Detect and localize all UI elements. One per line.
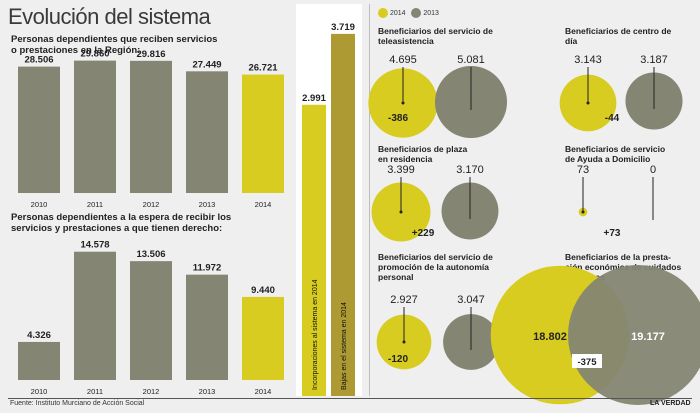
panel-title-line: Beneficiarios de la presta- [565,252,671,262]
x-tick-label: 2011 [87,387,103,396]
chart1-title-line: o prestaciones en la Región: [11,45,141,56]
panel-title-line: Beneficiarios del servicio de [378,252,493,262]
x-tick-label: 2013 [199,387,216,396]
bubble-2014-label: 2.927 [390,294,418,306]
bubble-2014-label: 18.802 [533,331,567,343]
diff-label: -375 [577,357,597,368]
panel-residencia-title: Beneficiarios de plaza en residencia [378,144,467,164]
panel-autonomia-title: Beneficiarios del servicio de promoción … [378,252,493,282]
legend-2014-label: 2014 [389,9,406,17]
panel-title-line: en residencia [378,154,433,164]
legend-2014-swatch [378,8,388,18]
diff-label: +73 [604,228,621,239]
bar-caption: Incorporaciones al sistema en 2014 [312,279,319,390]
bubble-2013-label: 3.187 [640,54,668,66]
altas-bajas-chart: 2.991 Incorporaciones al sistema en 2014 3… [296,4,362,396]
panel-title-line: Beneficiarios de servicio [565,144,666,154]
bar-value-label: 14.578 [80,240,109,251]
bar [74,60,116,193]
bubble-2013 [568,265,700,405]
x-tick-label: 2010 [31,387,48,396]
bubble-2013-label: 3.170 [456,164,484,176]
bar [331,33,355,396]
bar-value-label: 27.449 [192,59,221,70]
bubble-center-dot [401,101,405,105]
diff-label: -44 [605,113,620,124]
x-tick-label: 2011 [87,200,103,209]
bar [186,274,228,380]
bar [74,251,116,380]
chart2-title-line: Personas dependientes a la espera de rec… [11,212,232,223]
brand-logo: LA VERDAD [650,400,691,407]
x-tick-label: 2012 [143,387,160,396]
x-tick-label: 2014 [255,387,272,396]
bar-value-label: 13.506 [136,249,165,260]
bubble-2013-label: 0 [650,164,656,176]
chart1-bar-chart: 28.506 2010 29.860 2011 29.816 2012 27.449 2013… [18,49,284,209]
bubble-center-dot [586,101,590,105]
bubble-2014-label: 4.695 [389,54,417,66]
bubble-center-dot [399,210,403,214]
legend-2013-swatch [411,8,422,18]
bar-value-label: 9.440 [251,285,275,296]
chart2-title-line: servicios y prestaciones a que tienen de… [11,223,223,234]
bar [302,104,326,396]
bar-value-label: 29.816 [136,49,165,60]
chart1-title-line: Personas dependientes que reciben servic… [11,34,218,45]
bar [18,66,60,193]
bar-value-label: 4.326 [27,330,51,341]
bar-value-label: 29.860 [80,49,109,60]
diff-label-box [572,354,602,368]
bar-value-label: 26.721 [248,63,278,74]
bar-value-label: 28.506 [24,55,53,66]
source-note: Fuente: Instituto Murciano de Acción Soc… [10,400,145,407]
panel-ayuda-domicilio-title: Beneficiarios de servicio de Ayuda a Dom… [565,144,665,164]
diff-label: -386 [388,113,408,124]
panel-title-line: Beneficiarios de centro de [565,26,672,36]
bubble-2013-label: 5.081 [457,54,485,66]
bubble-center-dot [402,340,406,344]
bar-value-label: 11.972 [193,263,222,274]
bar [130,261,172,380]
bubble-2013-label: 3.047 [457,294,485,306]
panel-title-line: Beneficiarios del servicio de [378,26,493,36]
bar-caption: Bajas en el sistema en 2014 [341,302,348,390]
bubble-2014-label: 3.399 [387,164,415,176]
bar [18,341,60,380]
chart2-title: Personas dependientes a la espera de rec… [11,212,231,234]
divider [369,4,370,396]
bubble-2014-label: 3.143 [574,54,602,66]
panel-title-line: Beneficiarios de plaza [378,144,468,154]
x-tick-label: 2012 [143,200,160,209]
x-tick-label: 2010 [31,200,48,209]
x-tick-label: 2014 [255,200,272,209]
diff-label: +229 [412,228,435,239]
panel-centro-dia-title: Beneficiarios de centro de día [565,26,671,46]
bubble-2013-label: 19.177 [631,331,665,343]
panel-title-line: día [565,36,578,46]
panel-title-line: teleasistencia [378,36,434,46]
page-title: Evolución del sistema [8,4,211,29]
bubble-center-dot [581,210,585,214]
panel-teleasistencia-title: Beneficiarios del servicio de teleasiste… [378,26,493,46]
bubble-2014-label: 73 [577,164,589,176]
panel-title-line: de Ayuda a Domicilio [565,154,651,164]
legend: 2014 2013 [378,8,439,18]
panel-title-line: promoción de la autonomía [378,262,489,272]
bar [186,71,228,193]
panel-title-line: personal [378,272,414,282]
chart2-bar-chart: 4.326 2010 14.578 2011 13.506 2012 11.972 2013 9… [18,240,284,396]
bar-value-label: 3.719 [331,22,355,33]
bar [242,296,284,380]
x-tick-label: 2013 [199,200,216,209]
diff-label: -120 [388,354,408,365]
bar [242,74,284,193]
bar-value-label: 2.991 [302,93,326,104]
bar [130,60,172,193]
chart1-title: Personas dependientes que reciben servic… [11,34,217,56]
legend-2013-label: 2013 [423,9,439,17]
footer-rule [8,398,692,399]
